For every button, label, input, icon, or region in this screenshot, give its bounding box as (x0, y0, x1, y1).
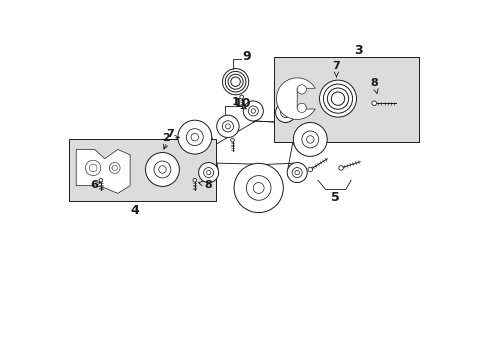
Text: 8: 8 (369, 77, 377, 94)
Circle shape (338, 166, 343, 170)
Bar (68, 139, 216, 201)
Text: 7: 7 (332, 61, 340, 77)
Text: 1: 1 (231, 97, 246, 109)
Text: 7: 7 (163, 129, 174, 149)
Circle shape (234, 163, 283, 213)
Text: 4: 4 (130, 204, 139, 217)
Polygon shape (230, 138, 234, 142)
Polygon shape (240, 95, 243, 99)
Circle shape (319, 80, 356, 117)
Text: 3: 3 (353, 44, 362, 57)
Circle shape (145, 153, 179, 186)
Bar (274, 57, 418, 142)
Text: 6: 6 (90, 180, 101, 190)
Circle shape (286, 163, 306, 183)
Circle shape (222, 69, 248, 95)
Circle shape (216, 115, 239, 138)
Circle shape (178, 120, 211, 154)
Circle shape (243, 101, 263, 121)
Circle shape (293, 122, 326, 156)
Polygon shape (99, 178, 102, 182)
Circle shape (297, 85, 306, 94)
Circle shape (85, 160, 101, 176)
Text: 9: 9 (242, 50, 250, 63)
Circle shape (307, 167, 312, 172)
Text: 2: 2 (162, 133, 179, 143)
Text: 10: 10 (233, 97, 251, 110)
Circle shape (109, 163, 120, 173)
Text: 5: 5 (331, 191, 339, 204)
Polygon shape (76, 149, 130, 193)
Circle shape (297, 103, 306, 112)
Polygon shape (276, 78, 315, 120)
Circle shape (198, 163, 218, 183)
Text: 8: 8 (198, 180, 212, 190)
Circle shape (371, 101, 376, 105)
Polygon shape (193, 178, 196, 182)
Circle shape (275, 103, 295, 122)
